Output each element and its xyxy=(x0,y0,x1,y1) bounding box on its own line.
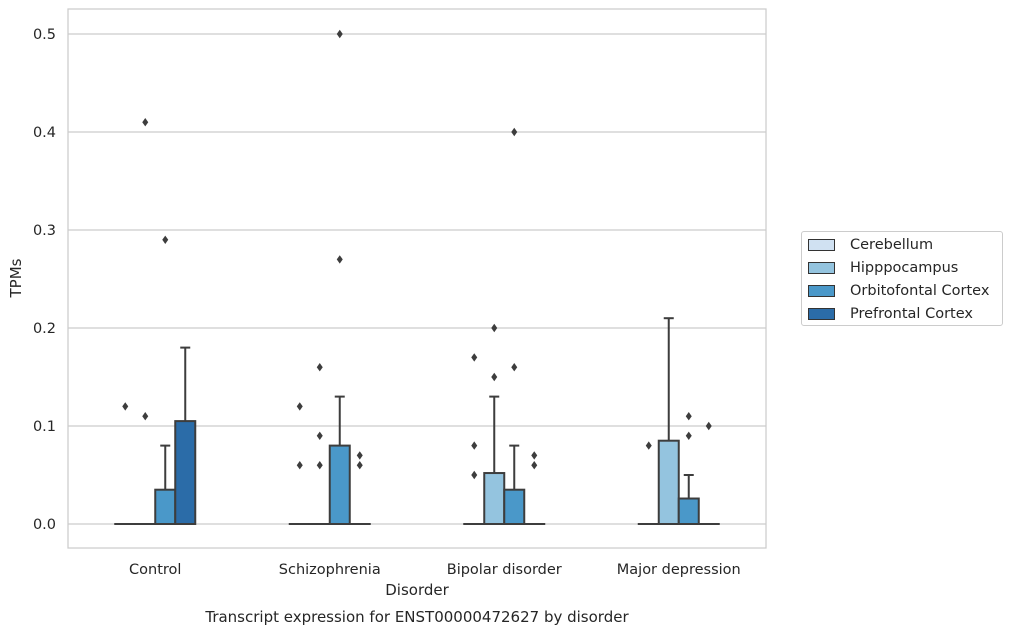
legend-label-prefrontal: Prefrontal Cortex xyxy=(850,306,973,322)
y-tick-label: 0.3 xyxy=(33,223,56,239)
legend-swatch-cerebellum xyxy=(808,239,835,251)
box xyxy=(484,473,504,524)
y-axis-label: TPMs xyxy=(7,258,25,298)
box xyxy=(330,446,350,524)
legend-item-orbitofrontal: Orbitofontal Cortex xyxy=(808,281,989,301)
x-tick-label: Bipolar disorder xyxy=(447,562,562,578)
y-tick-label: 0.0 xyxy=(33,517,56,533)
chart-caption: Transcript expression for ENST0000047262… xyxy=(204,608,629,626)
y-tick-label: 0.2 xyxy=(33,321,56,337)
x-tick-label: Major depression xyxy=(617,562,741,578)
legend-label-hippocampus: Hipppocampus xyxy=(850,260,958,276)
box xyxy=(679,499,699,524)
y-tick-label: 0.4 xyxy=(33,125,56,141)
legend-swatch-prefrontal xyxy=(808,308,835,320)
legend-label-orbitofrontal: Orbitofontal Cortex xyxy=(850,283,989,299)
y-tick-label: 0.5 xyxy=(33,27,56,43)
legend-swatch-hippocampus xyxy=(808,262,835,274)
x-axis-label: Disorder xyxy=(385,581,449,599)
box xyxy=(175,421,195,524)
x-tick-label: Control xyxy=(129,562,181,578)
legend-swatch-orbitofrontal xyxy=(808,285,835,297)
box xyxy=(155,490,175,524)
box xyxy=(504,490,524,524)
y-tick-label: 0.1 xyxy=(33,419,56,435)
box xyxy=(659,441,679,524)
legend-item-hippocampus: Hipppocampus xyxy=(808,258,958,278)
x-tick-label: Schizophrenia xyxy=(279,562,381,578)
legend-item-prefrontal: Prefrontal Cortex xyxy=(808,304,973,324)
legend: Cerebellum Hipppocampus Orbitofontal Cor… xyxy=(801,231,1003,326)
legend-item-cerebellum: Cerebellum xyxy=(808,235,933,255)
legend-label-cerebellum: Cerebellum xyxy=(850,237,933,253)
